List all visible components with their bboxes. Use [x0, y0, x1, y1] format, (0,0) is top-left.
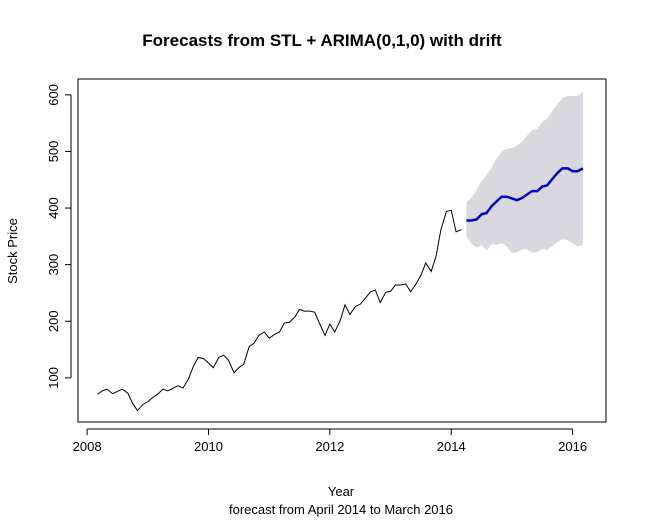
- chart-title: Forecasts from STL + ARIMA(0,1,0) with d…: [142, 31, 502, 50]
- y-tick-label: 600: [46, 84, 61, 106]
- y-axis-label: Stock Price: [5, 218, 20, 284]
- x-tick-label: 2014: [437, 439, 466, 454]
- forecast-line: [466, 167, 584, 222]
- x-tick-label: 2008: [73, 439, 102, 454]
- x-tick-label: 2012: [315, 439, 344, 454]
- x-axis-label: Year: [328, 484, 355, 499]
- y-tick-label: 500: [46, 141, 61, 163]
- y-tick-label: 400: [46, 197, 61, 219]
- y-tick-label: 100: [46, 367, 61, 389]
- history-line: [97, 209, 462, 412]
- forecast-layer: [466, 167, 584, 222]
- y-tick-label: 300: [46, 254, 61, 276]
- prediction-interval-layer: [466, 92, 583, 254]
- y-tick-label: 200: [46, 310, 61, 332]
- plot-frame: [77, 78, 607, 423]
- prediction-interval-band: [466, 92, 583, 254]
- x-axis: 2008 2010 2012 2014 2016: [73, 428, 587, 454]
- x-tick-label: 2016: [558, 439, 587, 454]
- chart-subtitle: forecast from April 2014 to March 2016: [229, 502, 453, 517]
- x-tick-label: 2010: [194, 439, 223, 454]
- history-layer: [97, 209, 462, 412]
- y-axis: 100 200 300 400 500 600: [46, 84, 72, 389]
